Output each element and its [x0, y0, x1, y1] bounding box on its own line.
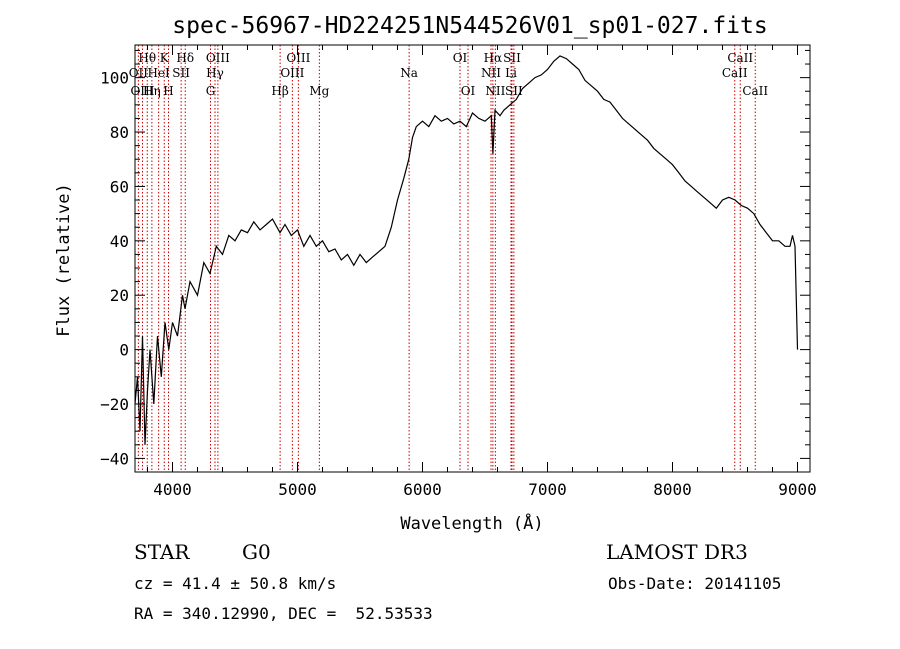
- line-label: SII: [503, 51, 521, 65]
- x-tick-label: 9000: [778, 480, 817, 499]
- x-axis-ticks: 4000 5000 6000 7000 8000 9000: [147, 45, 817, 499]
- line-label: OIII: [206, 51, 230, 65]
- line-label: Hα: [484, 51, 503, 65]
- line-label: Hβ: [271, 84, 288, 98]
- line-label: G: [206, 84, 216, 98]
- subclass: G0: [242, 540, 271, 564]
- line-label: CaII: [727, 51, 753, 65]
- line-label: OIII: [286, 51, 310, 65]
- line-label: K: [160, 51, 170, 65]
- line-label: Mg: [309, 84, 329, 98]
- x-tick-label: 4000: [153, 480, 192, 499]
- survey-name: LAMOST DR3: [606, 540, 748, 564]
- line-label: CaII: [722, 66, 748, 80]
- line-label: OIII: [130, 84, 154, 98]
- line-markers: [137, 45, 756, 472]
- line-label: SII: [172, 66, 190, 80]
- y-tick-label: −20: [100, 395, 129, 414]
- y-tick-label: 40: [110, 232, 129, 251]
- line-label: NII: [481, 66, 501, 80]
- line-label: Hδ: [176, 51, 194, 65]
- line-label: OIII: [280, 66, 304, 80]
- line-label: Li: [505, 66, 517, 80]
- y-tick-label: 80: [110, 123, 129, 142]
- line-label: Hη: [143, 84, 161, 98]
- y-axis-label: Flux (relative): [54, 183, 74, 337]
- line-label: CaII: [742, 84, 768, 98]
- line-label: HeI: [147, 66, 170, 80]
- x-tick-label: 7000: [528, 480, 567, 499]
- line-label: Hγ: [206, 66, 224, 80]
- x-axis-label: Wavelength (Å): [400, 512, 543, 534]
- object-type: STAR: [134, 540, 190, 564]
- line-label: H: [163, 84, 173, 98]
- y-tick-label: 20: [110, 286, 129, 305]
- line-label: OI: [453, 51, 468, 65]
- line-label: Hθ: [138, 51, 156, 65]
- chart-title: spec-56967-HD224251N544526V01_sp01-027.f…: [172, 13, 767, 39]
- obs-date: Obs-Date: 20141105: [608, 574, 782, 593]
- line-label: OI: [461, 84, 476, 98]
- y-tick-label: 0: [119, 341, 129, 360]
- y-tick-label: −40: [100, 449, 129, 468]
- spectrum-line: [134, 55, 799, 445]
- y-axis-ticks: −40 −20 0 20 40 60 80 100: [100, 49, 810, 468]
- line-label: NII: [485, 84, 505, 98]
- line-label: Na: [400, 66, 418, 80]
- y-tick-label: 100: [100, 69, 129, 88]
- y-tick-label: 60: [110, 177, 129, 196]
- redshift-text: cz = 41.4 ± 50.8 km/s: [134, 574, 337, 593]
- x-tick-label: 6000: [403, 480, 442, 499]
- line-label: OII: [129, 66, 149, 80]
- x-tick-label: 8000: [653, 480, 692, 499]
- coordinates: RA = 340.12990, DEC = 52.53533: [134, 604, 433, 623]
- plot-frame: [134, 44, 811, 473]
- line-label: SII: [505, 84, 523, 98]
- x-tick-label: 5000: [278, 480, 317, 499]
